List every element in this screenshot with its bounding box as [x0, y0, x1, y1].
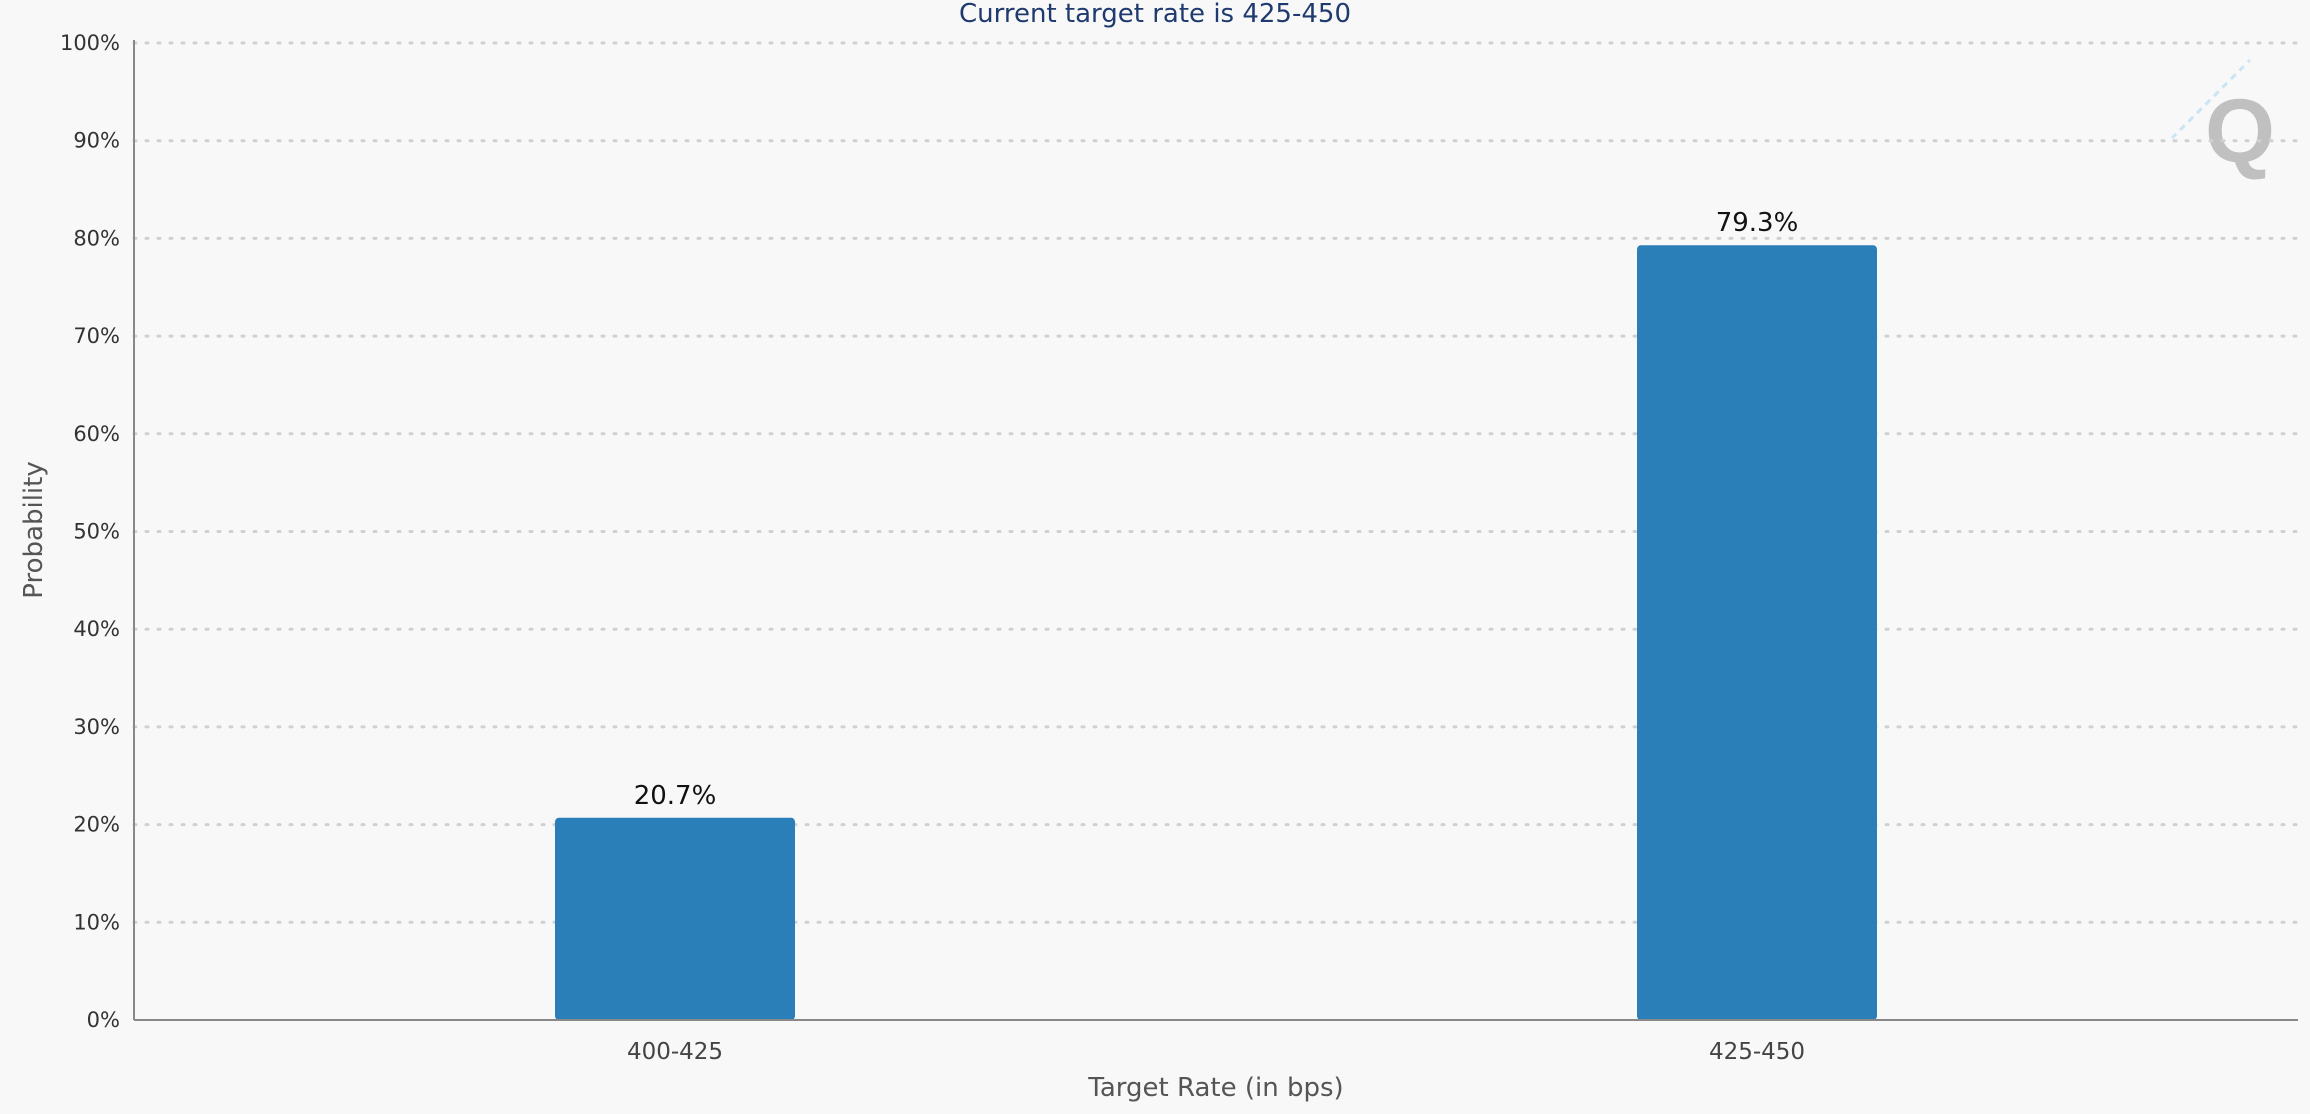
y-tick-label: 50% [73, 520, 120, 544]
data-labels: 20.7% 79.3% [634, 208, 1799, 811]
y-tick-label: 100% [60, 31, 120, 55]
y-tick-label: 70% [73, 324, 120, 348]
y-tick-label: 30% [73, 715, 120, 739]
y-tick-label: 20% [73, 813, 120, 837]
bars [555, 245, 1877, 1020]
y-axis-title: Probability [19, 461, 49, 598]
x-axis-title: Target Rate (in bps) [1087, 1073, 1343, 1103]
y-tick-label: 60% [73, 422, 120, 446]
grid [132, 41, 2300, 924]
y-tick-label: 40% [73, 617, 120, 641]
data-label: 20.7% [634, 781, 717, 811]
x-tick-label: 400-425 [627, 1039, 723, 1065]
chart-title: Current target rate is 425-450 [959, 0, 1351, 29]
bar[interactable] [1637, 245, 1877, 1020]
y-tick-label: 10% [73, 910, 120, 934]
data-label: 79.3% [1716, 208, 1799, 238]
y-tick-label: 80% [73, 226, 120, 250]
q-logo-icon: Q [2170, 58, 2275, 182]
svg-text:Q: Q [2205, 82, 2275, 182]
y-tick-label: 0% [87, 1008, 120, 1032]
x-tick-label: 425-450 [1709, 1039, 1805, 1065]
bar[interactable] [555, 817, 795, 1020]
y-tick-label: 90% [73, 129, 120, 153]
x-axis-tick-labels: 400-425 425-450 [627, 1039, 1805, 1065]
y-axis-ticks: 0% 10% 20% 30% 40% 50% 60% 70% 80% 90% 100% [60, 31, 120, 1032]
